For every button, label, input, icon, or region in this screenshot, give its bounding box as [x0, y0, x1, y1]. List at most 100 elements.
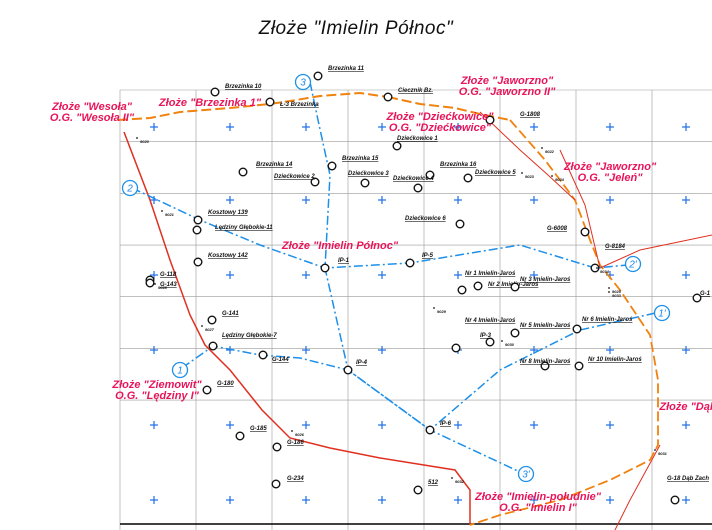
well-label: G-185 [250, 426, 267, 432]
well[interactable]: Nr 10 Imielin-Jaroś [574, 357, 642, 371]
well-marker-icon [258, 350, 268, 360]
section-marker[interactable]: 3' [517, 465, 535, 483]
well[interactable]: G-180 [202, 381, 234, 395]
well[interactable]: Brzezinka 11 [313, 66, 365, 81]
well[interactable]: G-144 [258, 350, 289, 363]
section-marker-label: 2' [628, 260, 638, 271]
well[interactable]: Dziećkowice 4 [393, 176, 434, 193]
well[interactable]: IP-1 [320, 258, 350, 273]
well[interactable]: Ciecznik Bz. [383, 88, 433, 102]
well-marker-icon [265, 97, 275, 107]
well[interactable]: Nr 8 Imielin-Jaroś [520, 359, 571, 371]
well[interactable]: IP-3 [480, 333, 495, 347]
well-label: Lędziny Głębokie-11 [215, 225, 273, 231]
grid-cross [530, 271, 538, 279]
grid-cross [454, 496, 462, 504]
well[interactable]: G-6008 [547, 226, 590, 237]
grid-cross [454, 271, 462, 279]
grid-cross [530, 123, 538, 131]
well[interactable]: G-141 [207, 311, 239, 325]
well[interactable]: IP-5 [405, 253, 434, 268]
deposit-label: Złoże "Dziećkowice"O.G. "Dziećkowice" [385, 111, 494, 134]
well-marker-icon [207, 315, 217, 325]
well[interactable]: G-143 [145, 278, 177, 288]
survey-point: 9033 [608, 291, 622, 298]
well[interactable]: G-185 [235, 426, 267, 441]
well[interactable]: Brzezinka 16 [425, 162, 477, 180]
wesola-boundary [117, 91, 389, 121]
point-code-label: 9026 [295, 432, 305, 437]
point-code-label: 9034 [600, 269, 610, 274]
well[interactable]: 512 [413, 480, 439, 495]
well[interactable]: Brzezinka 10 [210, 84, 262, 97]
well-label: Nr 8 Imielin-Jaroś [520, 359, 571, 365]
section-marker[interactable]: 1' [653, 304, 671, 322]
well[interactable]: Brzezinka 14 [238, 162, 293, 177]
well[interactable]: Dziećkowice 1 [392, 136, 438, 151]
well[interactable]: IP-4 [343, 360, 368, 375]
well-label: G-180 [217, 381, 234, 387]
well[interactable]: G-18 Dąb Zach [667, 476, 709, 505]
imielin-polnoc-west-boundary [123, 131, 471, 525]
section-marker[interactable]: 3 [294, 73, 312, 91]
well[interactable]: Nr 5 Imielin-Jaroś [510, 323, 571, 338]
well[interactable]: Kosztowy 139 [193, 210, 248, 225]
well-label: IP-5 [422, 253, 434, 259]
grid-cross [302, 421, 310, 429]
point-code-label: 9023 [525, 174, 535, 179]
well[interactable]: G-8184 [590, 244, 626, 273]
well[interactable]: Dziećkowice 2 [274, 174, 320, 187]
section-marker-label: 1 [177, 366, 183, 377]
well[interactable]: Nr 6 Imielin-Jaroś [572, 317, 633, 334]
grid-cross [226, 496, 234, 504]
grid-cross [606, 346, 614, 354]
deposit-label-line: Złoże "Brzezinka 1" [158, 97, 262, 109]
well-label: G-141 [222, 311, 239, 317]
well[interactable]: Dziećkowice 3 [348, 171, 389, 188]
well[interactable]: Ł-3 Brzezinka [265, 97, 319, 108]
grid-cross [454, 196, 462, 204]
well[interactable]: IP-6 [425, 421, 452, 435]
wells-layer: Brzezinka 10 Brzezinka 11 Ł-3 Brzezinka Cie… [145, 66, 711, 505]
grid-cross [530, 496, 538, 504]
grid-cross [378, 271, 386, 279]
section-marker[interactable]: 2' [624, 255, 642, 273]
section-marker[interactable]: 2 [121, 179, 139, 197]
well[interactable]: Dziećkowice 6 [405, 216, 465, 229]
well[interactable]: Nr 3 Imielin-Jaroś [510, 277, 571, 292]
well-label: Brzezinka 16 [440, 162, 477, 168]
well-marker-icon [192, 225, 202, 235]
well-label: Brzezinka 15 [342, 156, 379, 162]
grid-cross [378, 346, 386, 354]
grid-cross [302, 271, 310, 279]
well-marker-icon [238, 167, 248, 177]
point-code-label: 9031 [658, 451, 668, 456]
well-marker-icon [193, 215, 203, 225]
grid [119, 89, 712, 530]
well-label: Nr 6 Imielin-Jaroś [582, 317, 633, 323]
deposit-label-line: Złoże "Wesoła" [51, 101, 133, 113]
well-label: Nr 10 Imielin-Jaroś [588, 357, 642, 363]
well[interactable]: G-1808 [485, 112, 541, 125]
point-code-label: 9030 [505, 342, 515, 347]
well[interactable]: Brzezinka 15 [327, 156, 379, 171]
well-label: G-143 [160, 282, 177, 288]
well[interactable]: Nr 4 Imielin-Jaroś [451, 318, 516, 353]
well[interactable]: Nr 1 Imielin-Jaroś [457, 271, 516, 295]
well-marker-icon [540, 361, 550, 371]
well[interactable]: Dziećkowice 5 [463, 170, 516, 183]
well[interactable]: Lędziny Głębokie-7 [208, 333, 277, 351]
deposit-label-line: Złoże "Imielin Północ" [281, 240, 399, 252]
well[interactable]: G-186 [272, 440, 304, 452]
section-marker-label: 3 [300, 78, 306, 89]
section-marker[interactable]: 1 [171, 361, 189, 379]
well[interactable]: Lędziny Głębokie-11 [192, 225, 273, 235]
survey-point: 9030 [501, 340, 515, 347]
well[interactable]: G-1 [692, 291, 711, 303]
grid-cross [682, 196, 690, 204]
well[interactable]: Nr 2 Imielin-Jaroś [473, 281, 539, 291]
grid-cross [302, 496, 310, 504]
well[interactable]: Kosztowy 142 [193, 253, 248, 267]
well[interactable]: G-234 [271, 476, 304, 489]
